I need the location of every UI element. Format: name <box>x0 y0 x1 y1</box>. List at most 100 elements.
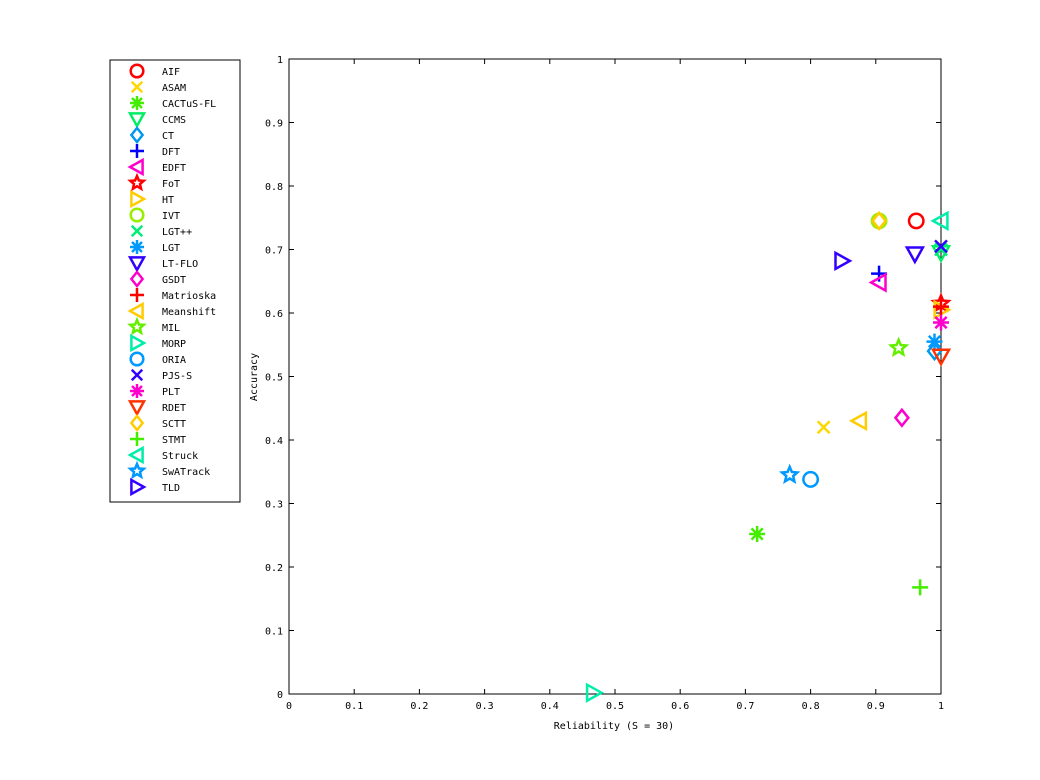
x-tick-label: 0 <box>286 701 292 712</box>
legend-item-aif: AIF <box>129 63 180 79</box>
y-tick-label: 0.3 <box>265 500 283 511</box>
legend-marker-plt <box>130 384 144 398</box>
point-gsdt <box>893 407 910 428</box>
legend-item-ccms: CCMS <box>127 112 186 129</box>
legend-item-meanshift: Meanshift <box>127 301 216 321</box>
point-mil <box>887 336 910 358</box>
legend-marker-fot <box>127 172 147 192</box>
legend-label: PJS-S <box>162 371 192 382</box>
legend-label: LGT <box>162 243 180 254</box>
point-matrioska <box>933 298 949 315</box>
legend-label: Meanshift <box>162 307 216 318</box>
legend-label: Struck <box>162 451 198 462</box>
legend-item-rdet: RDET <box>127 400 186 417</box>
plot-frame <box>288 58 942 695</box>
legend-marker-oria <box>129 351 145 367</box>
legend-label: FoT <box>162 179 180 190</box>
legend-label: EDFT <box>162 163 186 174</box>
y-tick-label: 0.4 <box>265 436 283 447</box>
legend-item-plt: PLT <box>130 384 180 398</box>
point-swatrack <box>778 463 801 485</box>
y-tick-label: 0.1 <box>265 627 283 638</box>
legend-item-cactus-fl: CACTuS-FL <box>130 96 216 110</box>
legend-label: TLD <box>162 483 180 494</box>
legend-item-edft: EDFT <box>127 157 186 177</box>
y-tick-label: 0.5 <box>265 373 283 384</box>
point-meanshift <box>848 410 868 432</box>
legend-label: CCMS <box>162 115 186 126</box>
legend-label: STMT <box>162 435 186 446</box>
legend-item-dft: DFT <box>130 144 180 158</box>
x-tick-label: 0.1 <box>345 701 363 712</box>
point-lt-flo <box>904 246 926 265</box>
point-struck <box>930 210 949 232</box>
point-tld <box>834 250 853 272</box>
legend-item-ht: HT <box>130 189 174 209</box>
axes-layer: 0 0.1 0.2 0.3 0.4 0.5 0.6 0.7 0.8 0.9 1 0 0.1 0.2 0.3 0… <box>265 55 944 712</box>
legend-marker-aif <box>129 63 145 79</box>
point-rdet <box>930 348 952 367</box>
legend-item-mil: MIL <box>127 316 180 336</box>
legend-marker-meanshift <box>127 301 144 321</box>
legend-marker-ht <box>130 189 147 209</box>
legend-marker-matrioska <box>130 288 144 302</box>
x-tick-label: 0.2 <box>410 701 428 712</box>
data-points <box>585 210 952 703</box>
legend-label: HT <box>162 195 174 206</box>
x-tick-label: 0.8 <box>802 701 820 712</box>
legend-marker-sctt <box>129 413 145 433</box>
legend-label: RDET <box>162 403 186 414</box>
point-lgt- <box>934 242 948 257</box>
legend-marker-asam <box>130 80 144 94</box>
x-tick-label: 0.5 <box>606 701 624 712</box>
legend-marker-gsdt <box>129 269 145 289</box>
legend-label: CT <box>162 131 174 142</box>
legend-label: ASAM <box>162 83 186 94</box>
legend-item-lgt-: LGT++ <box>130 224 192 238</box>
legend-label: MIL <box>162 323 180 334</box>
legend-item-pjs-s: PJS-S <box>130 368 192 382</box>
x-tick-label: 0.4 <box>541 701 559 712</box>
legend-marker-lgt <box>130 240 144 254</box>
y-axis-label: Accuracy <box>249 353 260 401</box>
legend-marker-stmt <box>130 432 144 446</box>
y-tick-label: 0.2 <box>265 563 283 574</box>
legend-marker-ccms <box>127 112 147 129</box>
legend-item-lgt: LGT <box>130 240 180 254</box>
legend-item-sctt: SCTT <box>129 413 186 433</box>
legend-item-lt-flo: LT-FLO <box>127 256 198 273</box>
legend-item-ivt: IVT <box>129 207 180 223</box>
point-pjs-s <box>934 239 948 254</box>
legend-item-matrioska: Matrioska <box>130 288 216 302</box>
legend-marker-lgt- <box>130 224 144 238</box>
x-axis-label: Reliability (S = 30) <box>554 721 674 732</box>
legend-label: AIF <box>162 67 180 78</box>
legend-marker-rdet <box>127 400 147 417</box>
legend-label: MORP <box>162 339 186 350</box>
legend-label: IVT <box>162 211 180 222</box>
legend-item-swatrack: SwATrack <box>127 460 210 480</box>
point-lgt <box>926 333 943 350</box>
point-sctt <box>871 210 888 231</box>
point-oria <box>802 470 820 488</box>
legend-item-tld: TLD <box>130 477 180 497</box>
x-tick-label: 0.9 <box>867 701 885 712</box>
x-tick-label: 0.6 <box>671 701 689 712</box>
point-plt <box>933 314 949 331</box>
x-tick-label: 0.7 <box>736 701 754 712</box>
legend-marker-struck <box>127 445 144 465</box>
point-morp <box>585 682 605 703</box>
legend-label: LT-FLO <box>162 259 198 270</box>
point-ct <box>926 341 943 362</box>
legend-marker-mil <box>127 316 147 336</box>
legend-label: CACTuS-FL <box>162 99 216 110</box>
legend-label: ORIA <box>162 355 186 366</box>
y-tick-label: 0.8 <box>265 182 283 193</box>
legend-marker-ivt <box>129 207 145 223</box>
legend-marker-morp <box>130 333 147 353</box>
y-tick-label: 0.7 <box>265 246 283 257</box>
point-asam <box>816 420 831 435</box>
point-edft <box>868 272 887 293</box>
legend-marker-cactus-fl <box>130 96 144 110</box>
